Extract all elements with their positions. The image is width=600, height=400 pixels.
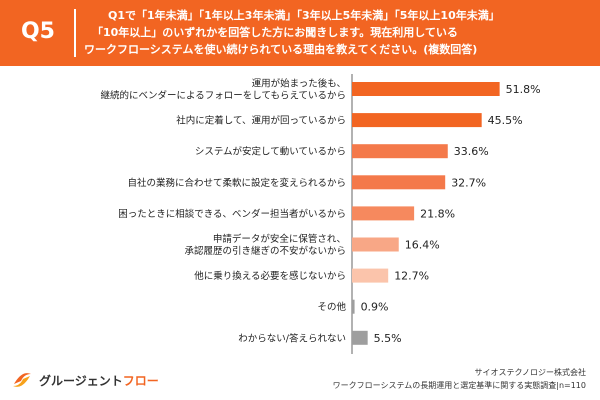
- bar-6: [352, 268, 389, 283]
- category-label-0-1: 継続的にベンダーによるフォローをしてもらえているから: [101, 90, 346, 102]
- category-label-5-0: 申請データが安全に保管され、: [213, 233, 346, 245]
- bar-chart: 運用が始まった後も、継続的にベンダーによるフォローをしてもらえているから 51.8…: [101, 74, 541, 354]
- value-label-7: 0.9%: [361, 301, 389, 314]
- category-label-5-1: 承認履歴の引き継ぎの不安がないから: [184, 245, 346, 257]
- value-label-6: 12.7%: [394, 270, 429, 283]
- company-logo: グルージェントフロー: [10, 368, 159, 392]
- question-line-1: Q1で「1年未満」「1年以上3年未満」「3年以上5年未満」「5年以上10年未満」: [108, 9, 500, 22]
- category-label-4-0: 困ったときに相談できる、ベンダー担当者がいるから: [118, 208, 346, 220]
- bar-5: [352, 237, 399, 252]
- bar-3: [352, 175, 446, 190]
- question-line-3: ワークフローシステムを使い続けられている理由を教えてください。(複数回答): [84, 43, 478, 56]
- category-label-1-0: 社内に定着して、運用が回っているから: [176, 115, 346, 127]
- category-label-7-0: その他: [317, 301, 346, 313]
- source-note: サイオステクノロジー株式会社 ワークフローシステムの長期運用と選定基準に関する実…: [333, 366, 586, 392]
- question-text: Q1で「1年未満」「1年以上3年未満」「3年以上5年未満」「5年以上10年未満」…: [84, 7, 594, 58]
- category-label-6-0: 他に乗り換える必要を感じないから: [194, 270, 346, 282]
- value-label-5: 16.4%: [405, 239, 440, 252]
- bar-7: [352, 299, 355, 314]
- value-label-3: 32.7%: [451, 176, 486, 189]
- value-label-4: 21.8%: [420, 207, 455, 220]
- source-survey: ワークフローシステムの長期運用と選定基準に関する実態調査|n=110: [332, 381, 586, 390]
- bar-1: [352, 113, 482, 128]
- category-label-8-0: わからない/答えられない: [238, 332, 346, 344]
- header-divider: [74, 9, 76, 57]
- logo-text: グルージェントフロー: [39, 373, 159, 388]
- logo-mark-icon: [13, 373, 31, 387]
- value-label-2: 33.6%: [454, 145, 489, 158]
- category-label-0-0: 運用が始まった後も、: [252, 78, 346, 90]
- bar-4: [352, 206, 415, 221]
- value-label-1: 45.5%: [488, 114, 523, 127]
- question-number: Q5: [20, 19, 55, 44]
- category-label-2-0: システムが安定して動いているから: [195, 146, 346, 158]
- bar-2: [352, 144, 448, 159]
- bar-0: [352, 82, 500, 96]
- bar-8: [352, 330, 368, 345]
- header-banner: Q5 Q1で「1年未満」「1年以上3年未満」「3年以上5年未満」「5年以上10年…: [0, 0, 600, 66]
- question-line-2: 「10年以上」のいずれかを回答した方にお聞きします。現在利用している: [92, 26, 458, 39]
- value-label-8: 5.5%: [374, 332, 402, 345]
- value-label-0: 51.8%: [506, 83, 541, 96]
- category-label-3-0: 自社の業務に合わせて柔軟に設定を変えられるから: [127, 177, 346, 189]
- source-company: サイオステクノロジー株式会社: [474, 368, 586, 377]
